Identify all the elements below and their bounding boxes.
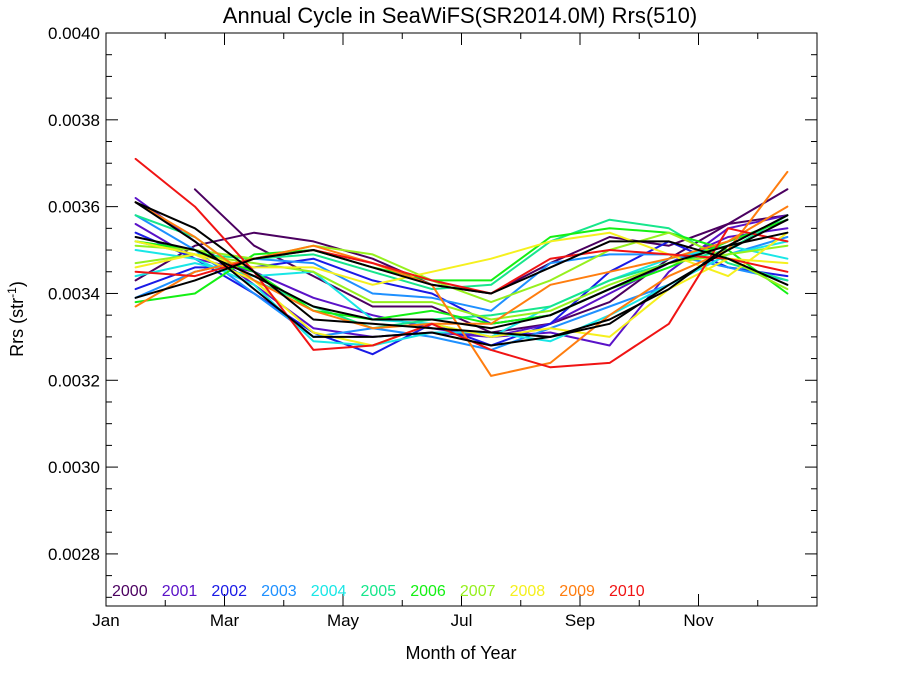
y-tick-label: 0.0038: [48, 111, 100, 130]
series-lines: [134, 157, 789, 377]
legend-entry-2002: 2002: [211, 583, 247, 600]
y-axis-label-exponent: -1: [5, 287, 19, 298]
legend-entry-2007: 2007: [460, 583, 496, 600]
y-tick-label: 0.0032: [48, 371, 100, 390]
series-line-5: [134, 231, 789, 356]
legend-entry-2001: 2001: [162, 583, 198, 600]
legend-entry-2009: 2009: [559, 583, 595, 600]
series-line-23: [134, 231, 789, 330]
legend-entry-2004: 2004: [311, 583, 347, 600]
legend-entry-2000: 2000: [112, 583, 148, 600]
chart-title: Annual Cycle in SeaWiFS(SR2014.0M) Rrs(5…: [223, 3, 697, 28]
y-tick-label: 0.0030: [48, 458, 100, 477]
legend-entry-2003: 2003: [261, 583, 297, 600]
legend-entry-2008: 2008: [510, 583, 546, 600]
series-line-25: [134, 201, 789, 347]
x-axis: Jan Mar May Jul Sep Nov: [92, 33, 759, 630]
y-tick-label: 0.0034: [48, 284, 100, 303]
x-tick-label: May: [327, 611, 360, 630]
legend: 2000 2001 2002 2003 2004 2005 2006 2007 2008 2009…: [112, 583, 645, 600]
series-line-15: [134, 231, 789, 304]
x-tick-label: Mar: [210, 611, 240, 630]
x-axis-label: Month of Year: [405, 643, 516, 663]
x-tick-label: Sep: [565, 611, 595, 630]
y-axis-label-main: Rrs (str: [7, 298, 27, 357]
legend-entry-2005: 2005: [361, 583, 397, 600]
y-tick-label: 0.0036: [48, 198, 100, 217]
y-tick-label: 0.0040: [48, 24, 100, 43]
y-axis-label: Rrs (str-1): [5, 281, 27, 357]
x-tick-label: Jan: [92, 611, 119, 630]
y-axis: 0.0028 0.0030 0.0032 0.0034 0.0036 0.0038 0.00…: [48, 24, 817, 598]
series-line-26: [134, 201, 789, 338]
legend-entry-2006: 2006: [410, 583, 446, 600]
y-axis-label-close: ): [7, 281, 27, 287]
series-line-14: [134, 218, 789, 325]
x-tick-label: Jul: [451, 611, 473, 630]
x-tick-label: Nov: [683, 611, 714, 630]
series-line-24: [134, 240, 789, 299]
legend-entry-2010: 2010: [609, 583, 645, 600]
y-tick-label: 0.0028: [48, 545, 100, 564]
